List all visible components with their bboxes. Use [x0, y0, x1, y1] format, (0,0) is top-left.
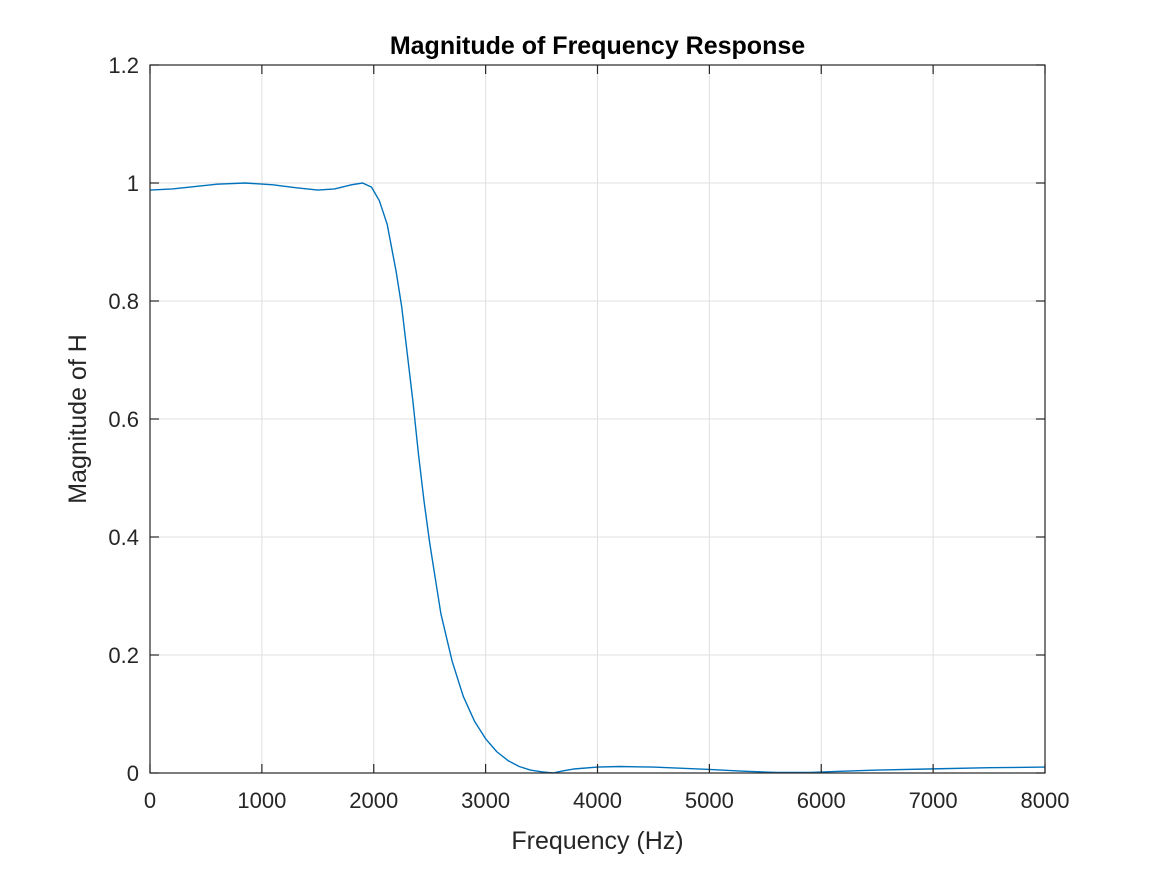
x-tick-label: 0 — [144, 788, 156, 813]
y-tick-label: 1 — [127, 171, 139, 196]
y-tick-label: 0 — [127, 761, 139, 786]
x-tick-label: 4000 — [573, 788, 622, 813]
x-tick-label: 3000 — [461, 788, 510, 813]
response-curve — [149, 182, 1046, 774]
axis-ticks: 0 1000 2000 3000 4000 5000 6000 7000 8000 0 0.2 0.4… — [108, 53, 1069, 813]
y-tick-label: 0.2 — [108, 643, 139, 668]
x-tick-label: 2000 — [349, 788, 398, 813]
x-tick-label: 6000 — [797, 788, 846, 813]
grid-lines — [150, 65, 1045, 773]
chart-title: Magnitude of Frequency Response — [390, 32, 805, 60]
y-tick-label: 0.4 — [108, 525, 139, 550]
x-axis-label: Frequency (Hz) — [511, 827, 683, 855]
x-tick-label: 8000 — [1021, 788, 1070, 813]
x-tick-label: 1000 — [237, 788, 286, 813]
y-tick-label: 0.6 — [108, 407, 139, 432]
y-tick-label: 1.2 — [108, 53, 139, 78]
x-tick-label: 7000 — [909, 788, 958, 813]
y-axis-label: Magnitude of H — [64, 334, 92, 504]
plot-area — [149, 182, 1046, 774]
x-tick-label: 5000 — [685, 788, 734, 813]
y-tick-label: 0.8 — [108, 289, 139, 314]
